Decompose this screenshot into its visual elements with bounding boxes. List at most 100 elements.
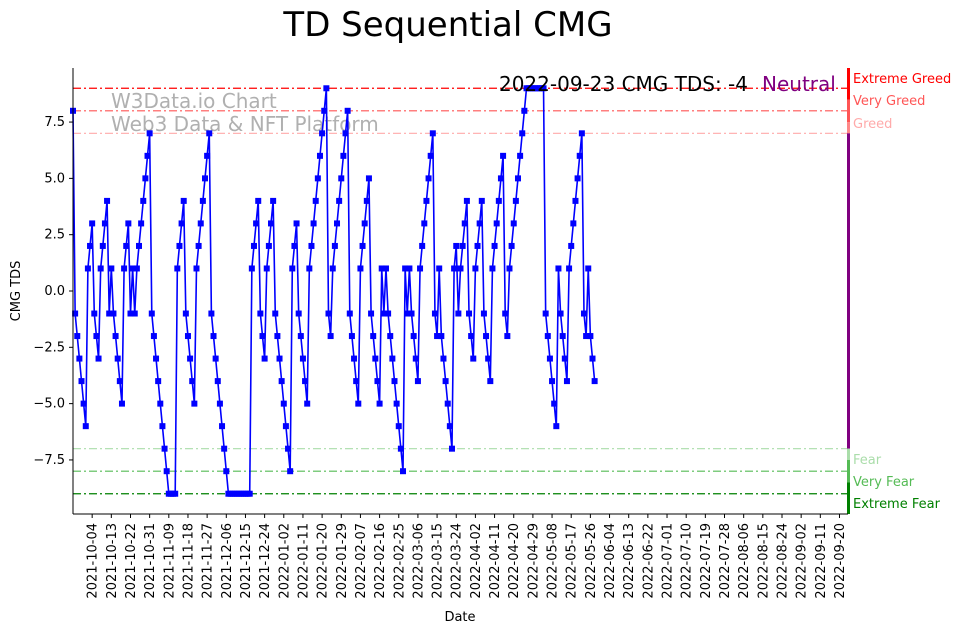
scale-bar-segment — [847, 122, 850, 134]
reference-lines: Extreme Greed Very Greed Greed Fear Very Fea… — [73, 72, 951, 512]
sentiment-scale-bar — [847, 68, 850, 514]
data-point — [359, 242, 366, 249]
data-point — [123, 242, 130, 249]
data-point — [382, 265, 389, 272]
data-point — [72, 310, 79, 317]
data-point — [568, 242, 575, 249]
annotation-status: Neutral — [762, 72, 836, 96]
data-point — [104, 197, 111, 204]
x-tick-label: 2021-12-24 — [258, 523, 273, 599]
data-point — [406, 265, 413, 272]
data-point — [195, 242, 202, 249]
x-tick-label: 2022-03-24 — [450, 523, 465, 599]
data-point — [402, 265, 409, 272]
data-point — [397, 445, 404, 452]
data-point — [451, 265, 458, 272]
data-point — [129, 265, 136, 272]
data-point — [161, 445, 168, 452]
data-point — [91, 310, 98, 317]
data-point — [257, 310, 264, 317]
data-point — [280, 400, 287, 407]
data-point — [361, 220, 368, 227]
data-point — [544, 333, 551, 340]
data-point — [338, 175, 345, 182]
data-point — [212, 355, 219, 362]
data-point — [346, 310, 353, 317]
reference-label: Fear — [853, 453, 882, 468]
data-point — [176, 242, 183, 249]
x-tick-label: 2021-10-13 — [105, 523, 120, 599]
x-tick-label: 2022-09-02 — [795, 523, 810, 599]
x-axis-ticks: 2021-10-04 2021-10-13 2021-10-22 2021-10-31… — [86, 514, 848, 599]
data-point — [210, 333, 217, 340]
data-point — [144, 152, 151, 159]
x-tick-label: 2022-07-10 — [680, 523, 695, 599]
data-point — [248, 265, 255, 272]
data-point — [159, 423, 166, 430]
data-point — [472, 265, 479, 272]
data-point — [514, 175, 521, 182]
data-point — [363, 197, 370, 204]
data-point — [150, 333, 157, 340]
data-point — [474, 242, 481, 249]
x-tick-label: 2022-04-29 — [526, 523, 541, 599]
x-tick-label: 2021-11-18 — [181, 523, 196, 599]
x-tick-label: 2022-09-20 — [833, 523, 848, 599]
scale-bar-segment — [847, 133, 850, 449]
data-point — [221, 445, 228, 452]
data-point — [414, 378, 421, 385]
data-point — [502, 310, 509, 317]
reference-label: Greed — [853, 117, 892, 132]
data-point — [368, 310, 375, 317]
data-point — [453, 242, 460, 249]
data-point — [480, 310, 487, 317]
data-point — [342, 130, 349, 137]
data-point — [561, 355, 568, 362]
x-tick-label: 2022-03-15 — [431, 523, 446, 599]
scale-bar-segment — [847, 448, 850, 460]
data-point — [78, 378, 85, 385]
data-point — [106, 310, 113, 317]
data-point — [566, 265, 573, 272]
data-point — [521, 107, 528, 114]
data-point — [459, 242, 466, 249]
x-tick-label: 2022-06-13 — [622, 523, 637, 599]
x-tick-label: 2022-01-20 — [316, 523, 331, 599]
data-point — [97, 265, 104, 272]
y-tick-label: 5.0 — [44, 171, 65, 186]
data-point — [278, 378, 285, 385]
data-point — [187, 355, 194, 362]
data-point — [483, 333, 490, 340]
data-point — [489, 265, 496, 272]
data-point — [389, 355, 396, 362]
data-point — [506, 265, 513, 272]
data-point — [131, 310, 138, 317]
data-point — [589, 355, 596, 362]
data-point — [476, 220, 483, 227]
annotation-text: 2022-09-23 CMG TDS: -4 — [499, 72, 748, 96]
data-point — [101, 220, 108, 227]
data-point — [442, 378, 449, 385]
data-point — [89, 220, 96, 227]
data-point — [510, 220, 517, 227]
data-point — [470, 355, 477, 362]
data-point — [504, 333, 511, 340]
x-tick-label: 2021-11-27 — [201, 523, 216, 599]
watermark-line-2: Web3 Data & NFT Platform — [111, 112, 379, 136]
data-point — [551, 400, 558, 407]
data-point — [319, 130, 326, 137]
x-tick-label: 2022-08-06 — [737, 523, 752, 599]
x-tick-label: 2021-12-06 — [220, 523, 235, 599]
data-point — [417, 265, 424, 272]
data-point — [180, 197, 187, 204]
data-point — [253, 220, 260, 227]
data-point — [312, 197, 319, 204]
data-point — [255, 197, 262, 204]
data-point — [391, 378, 398, 385]
x-tick-label: 2022-05-26 — [584, 523, 599, 599]
data-point — [357, 265, 364, 272]
x-tick-label: 2022-08-24 — [775, 523, 790, 599]
data-point — [136, 242, 143, 249]
data-point — [259, 333, 266, 340]
data-point — [400, 468, 407, 475]
